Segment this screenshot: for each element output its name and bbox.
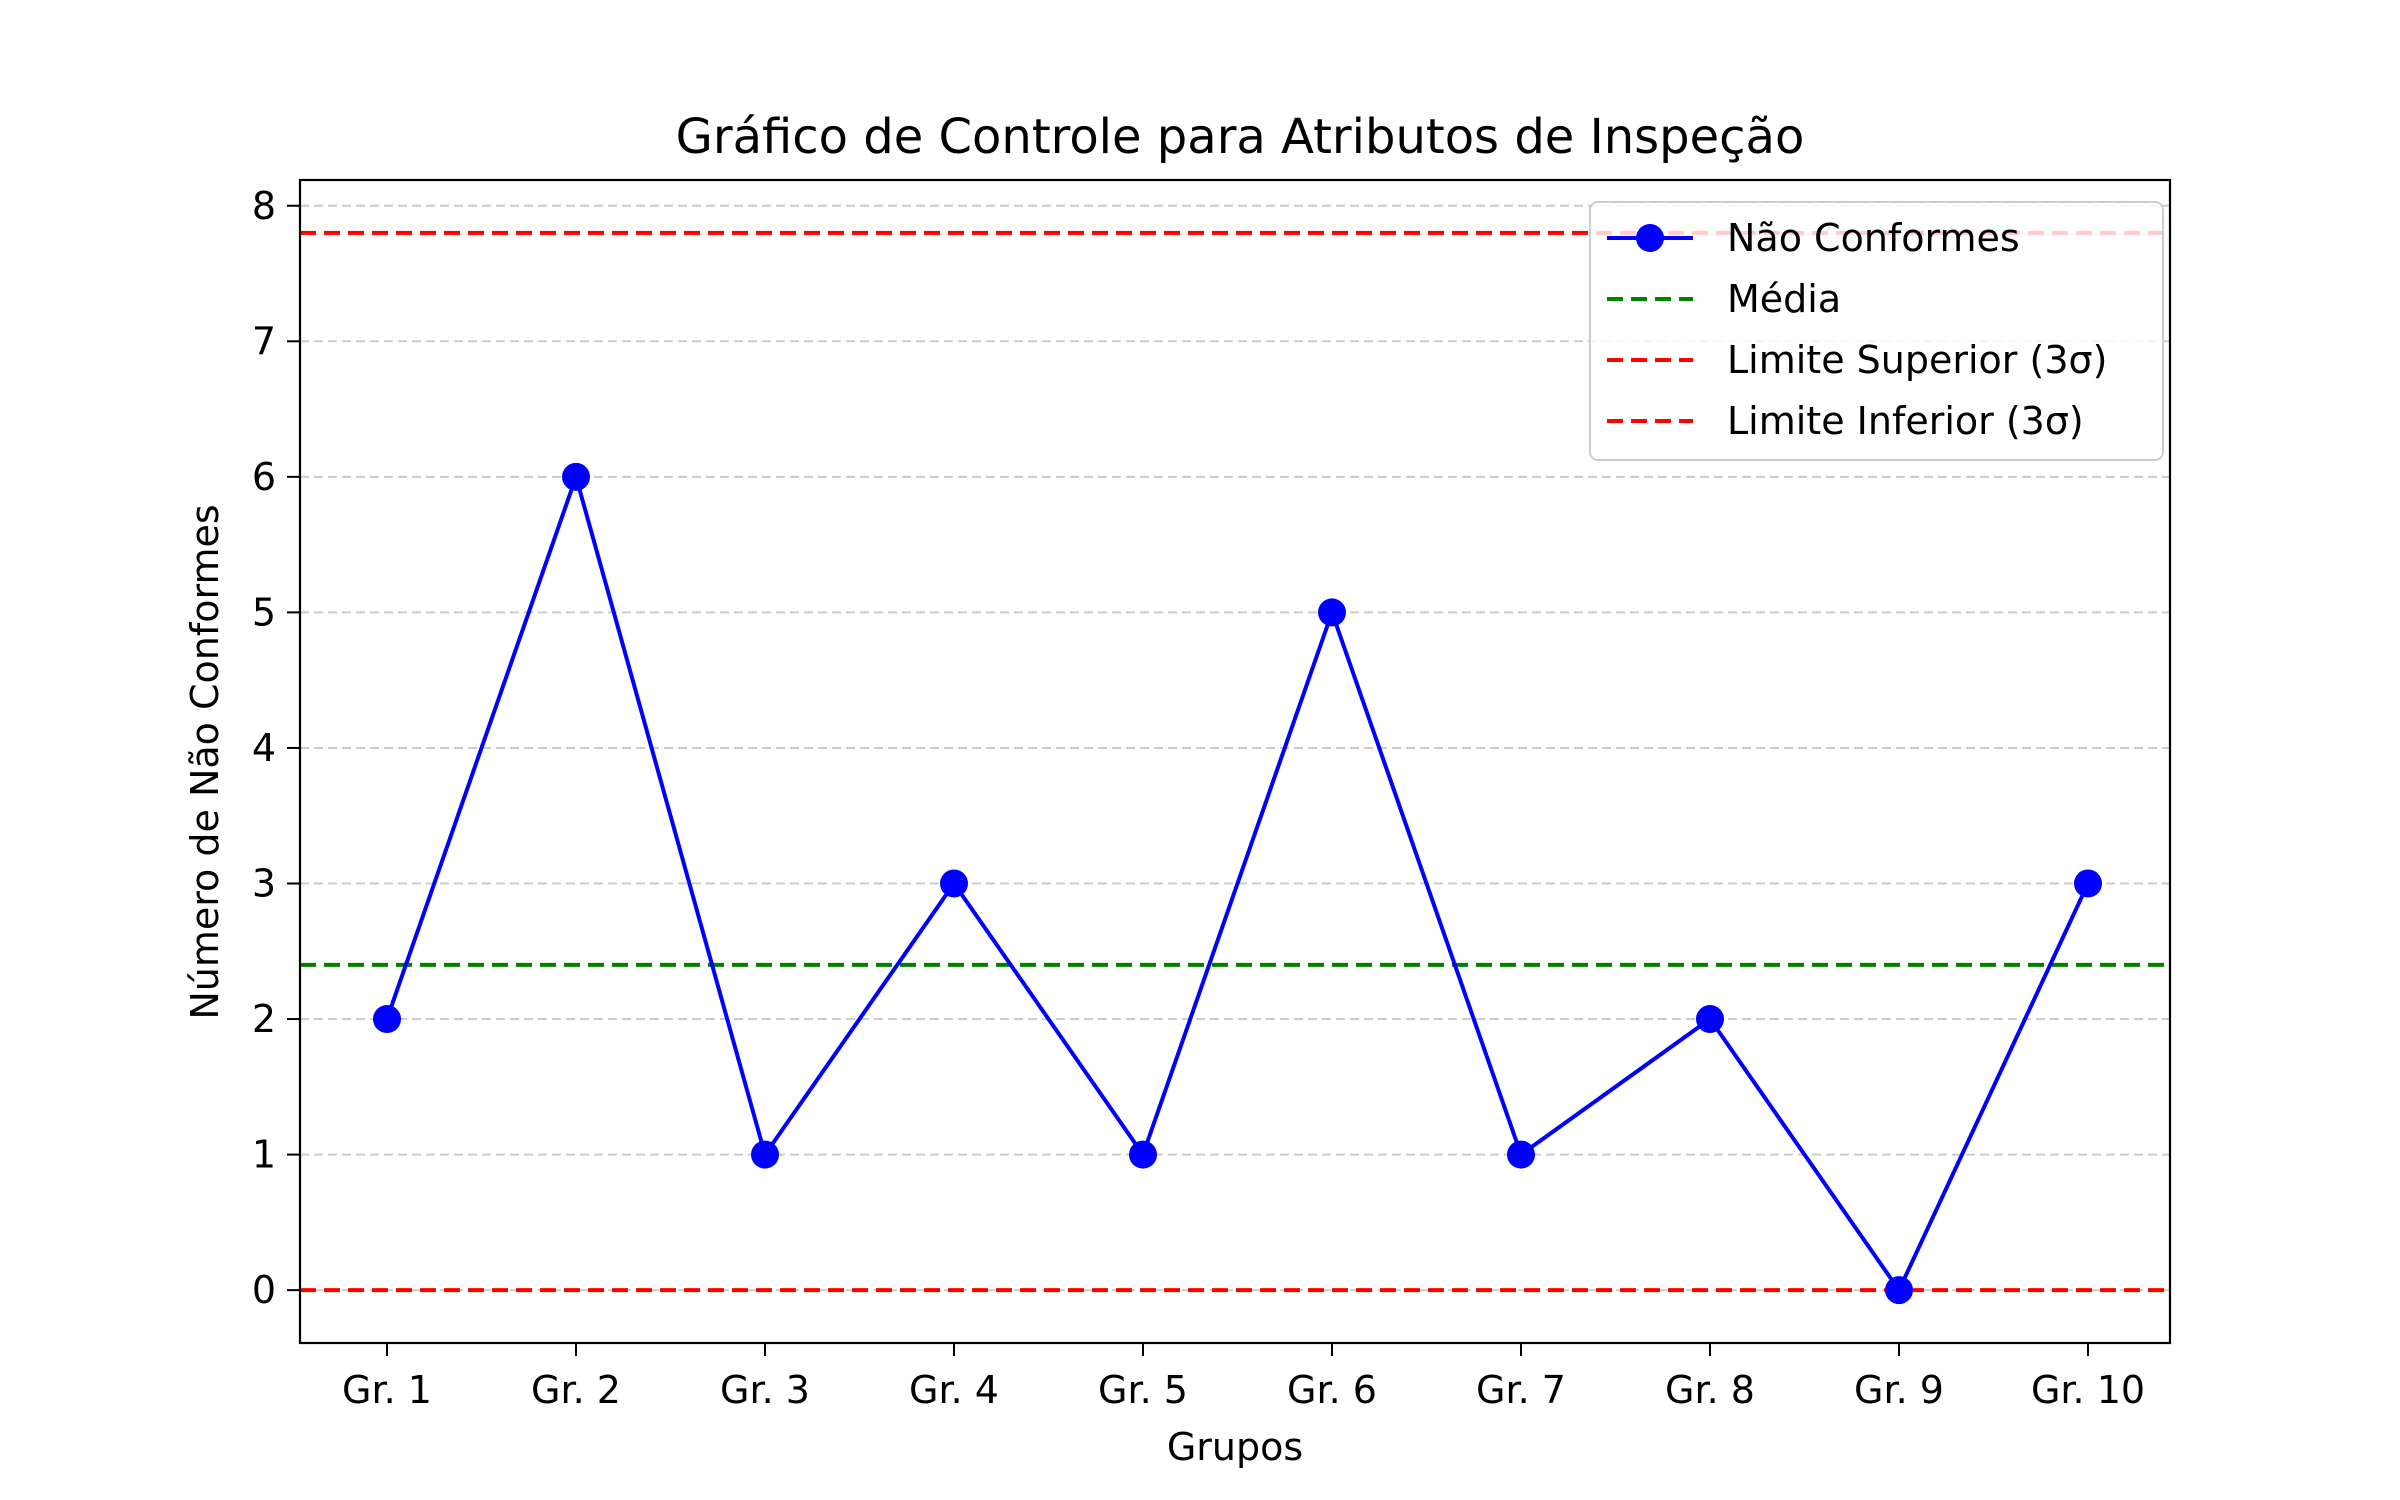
x-tick-label: Gr. 10 [2031, 1368, 2145, 1412]
data-point [1129, 1140, 1157, 1169]
x-axis-label: Grupos [1167, 1425, 1303, 1469]
y-tick-label: 8 [252, 184, 276, 228]
y-tick-label: 4 [252, 726, 276, 770]
legend-box [1589, 201, 2164, 461]
legend-label: Limite Superior (3σ) [1727, 338, 2107, 382]
x-tick-label: Gr. 5 [1098, 1368, 1188, 1412]
y-axis-label: Número de Não Conformes [183, 504, 227, 1019]
legend-marker [1636, 224, 1664, 252]
legend-label: Não Conformes [1727, 216, 2020, 260]
x-tick-label: Gr. 4 [909, 1368, 999, 1412]
data-point [940, 869, 968, 898]
x-tick-label: Gr. 7 [1476, 1368, 1566, 1412]
data-point [2074, 869, 2102, 898]
data-point [562, 462, 590, 491]
x-tick-label: Gr. 3 [720, 1368, 810, 1412]
y-axis-ticks: 0 1 2 3 4 5 6 7 8 [252, 184, 300, 1312]
y-tick-label: 7 [252, 319, 276, 363]
x-tick-label: Gr. 6 [1287, 1368, 1377, 1412]
data-point [1318, 598, 1346, 627]
y-tick-label: 2 [252, 997, 276, 1041]
plot-frame [298, 178, 2172, 1345]
legend-label: Limite Inferior (3σ) [1727, 399, 2084, 443]
y-tick-label: 5 [252, 590, 276, 634]
series-line [385, 474, 2090, 1293]
data-point [751, 1140, 779, 1169]
y-tick-label: 1 [252, 1133, 276, 1177]
legend: Não Conformes Média Limite Superior (3σ) Li… [1589, 201, 2164, 461]
data-point [1696, 1005, 1724, 1034]
chart-title: Gráfico de Controle para Atributos de In… [676, 109, 1805, 165]
series-layer [373, 462, 2102, 1305]
data-point [1507, 1140, 1535, 1169]
x-axis-ticks: Gr. 1 Gr. 2 Gr. 3 Gr. 4 Gr. 5 Gr. 6 Gr. 7 Gr. 8… [342, 1343, 2145, 1412]
data-point [373, 1005, 401, 1034]
x-tick-label: Gr. 1 [342, 1368, 432, 1412]
y-tick-label: 3 [252, 861, 276, 905]
y-tick-label: 6 [252, 455, 276, 499]
x-tick-label: Gr. 9 [1854, 1368, 1944, 1412]
legend-label: Média [1727, 277, 1841, 321]
data-point [1885, 1276, 1913, 1305]
x-tick-label: Gr. 2 [531, 1368, 621, 1412]
x-tick-label: Gr. 8 [1665, 1368, 1755, 1412]
y-tick-label: 0 [252, 1268, 276, 1312]
